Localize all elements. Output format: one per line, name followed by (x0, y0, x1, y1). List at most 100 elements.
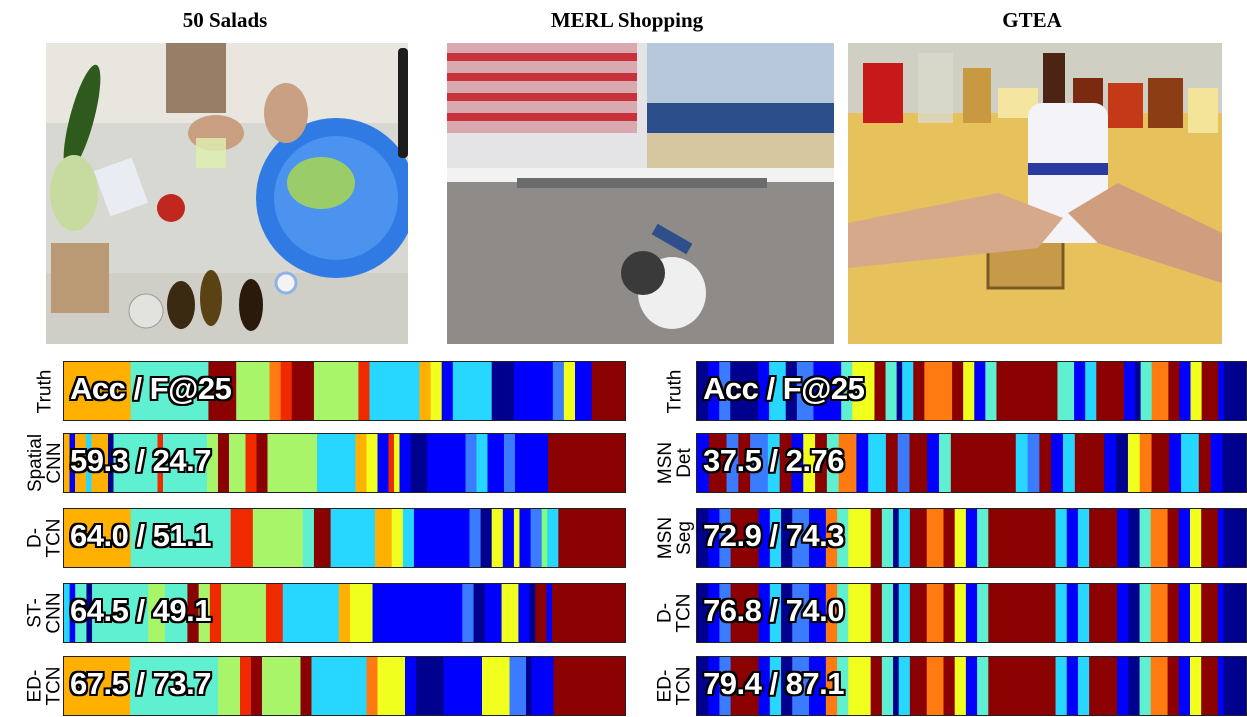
segment (64, 584, 71, 642)
segment (531, 657, 555, 715)
segment (815, 434, 828, 492)
segment (245, 434, 258, 492)
segment (826, 434, 840, 492)
gtea-metric-label: Acc / F@25 (703, 371, 865, 406)
segment (262, 657, 302, 715)
segment (280, 362, 293, 420)
gtea-row-label-line: MSN (654, 441, 676, 485)
segment (1223, 657, 1246, 715)
segment (926, 509, 945, 567)
segment (954, 509, 967, 567)
segment (1015, 434, 1029, 492)
gtea-segmentation-bar-0: Acc / F@25 (696, 361, 1247, 421)
segment (965, 657, 978, 715)
segment (1139, 657, 1152, 715)
segment (837, 584, 849, 642)
segment (278, 434, 318, 492)
segment (267, 434, 280, 492)
segment (375, 509, 393, 567)
segment (552, 362, 565, 420)
segment (316, 434, 357, 492)
segment (893, 657, 900, 715)
segment (1190, 362, 1203, 420)
salads-row-label-line: Truth (34, 369, 56, 413)
segment (1117, 584, 1129, 642)
segment (868, 434, 887, 492)
segment (1201, 657, 1219, 715)
segment (443, 657, 483, 715)
salads-metric-label: 64.0 / 51.1 (70, 518, 212, 553)
salads-row-label-line: ST- (24, 598, 46, 628)
segment (469, 509, 482, 567)
segment (430, 362, 443, 420)
segment (452, 362, 493, 420)
segment (708, 362, 720, 420)
segment (218, 657, 241, 715)
segment (546, 584, 553, 642)
segment (1217, 657, 1225, 715)
segment (927, 434, 940, 492)
segment (355, 434, 368, 492)
segment (1089, 509, 1118, 567)
segment (1223, 509, 1246, 567)
segment (758, 584, 771, 642)
salads-metric-label: 67.5 / 73.7 (70, 666, 212, 701)
segment (394, 434, 401, 492)
segment (265, 584, 284, 642)
segment (856, 434, 869, 492)
segment (1117, 509, 1129, 567)
segment (902, 362, 914, 420)
segment (108, 434, 115, 492)
gtea-row-label-line: Seg (673, 521, 695, 555)
segment (1198, 434, 1212, 492)
segment (730, 509, 760, 567)
segment (825, 657, 838, 715)
segment (1074, 434, 1105, 492)
segment (1167, 657, 1180, 715)
segment (809, 509, 827, 567)
segment (1077, 509, 1090, 567)
segment (738, 434, 751, 492)
segment (519, 509, 532, 567)
segment (130, 657, 219, 715)
segment (1139, 584, 1152, 642)
segment (207, 434, 219, 492)
segment (69, 434, 76, 492)
segment (837, 657, 849, 715)
segment (1066, 657, 1079, 715)
segment (221, 584, 267, 642)
gtea-segmentation-bar-2: 72.9 / 74.3 (696, 508, 1247, 568)
segment (1218, 362, 1225, 420)
salads-metric-label: Acc / F@25 (70, 371, 232, 406)
segment (462, 584, 475, 642)
segment (415, 657, 445, 715)
segment (535, 584, 548, 642)
segment (1189, 584, 1202, 642)
segment (91, 434, 109, 492)
segment (952, 362, 964, 420)
segment (893, 509, 900, 567)
segment (898, 657, 911, 715)
segment (909, 509, 928, 567)
segment (813, 362, 842, 420)
segment (64, 657, 131, 715)
segment (885, 434, 899, 492)
segment (750, 434, 769, 492)
segment (547, 509, 559, 567)
segment (730, 584, 760, 642)
segment (1089, 584, 1118, 642)
segment (256, 434, 269, 492)
segment (157, 434, 164, 492)
segment (330, 509, 376, 567)
segment (781, 509, 793, 567)
segment (251, 657, 263, 715)
segment (366, 657, 379, 715)
segment (513, 362, 554, 420)
segment (1201, 509, 1219, 567)
segment (113, 434, 159, 492)
segment (558, 509, 625, 567)
segment (209, 584, 222, 642)
segment (898, 509, 911, 567)
segment (419, 362, 432, 420)
gtea-row-label-line: TCN (674, 666, 695, 706)
